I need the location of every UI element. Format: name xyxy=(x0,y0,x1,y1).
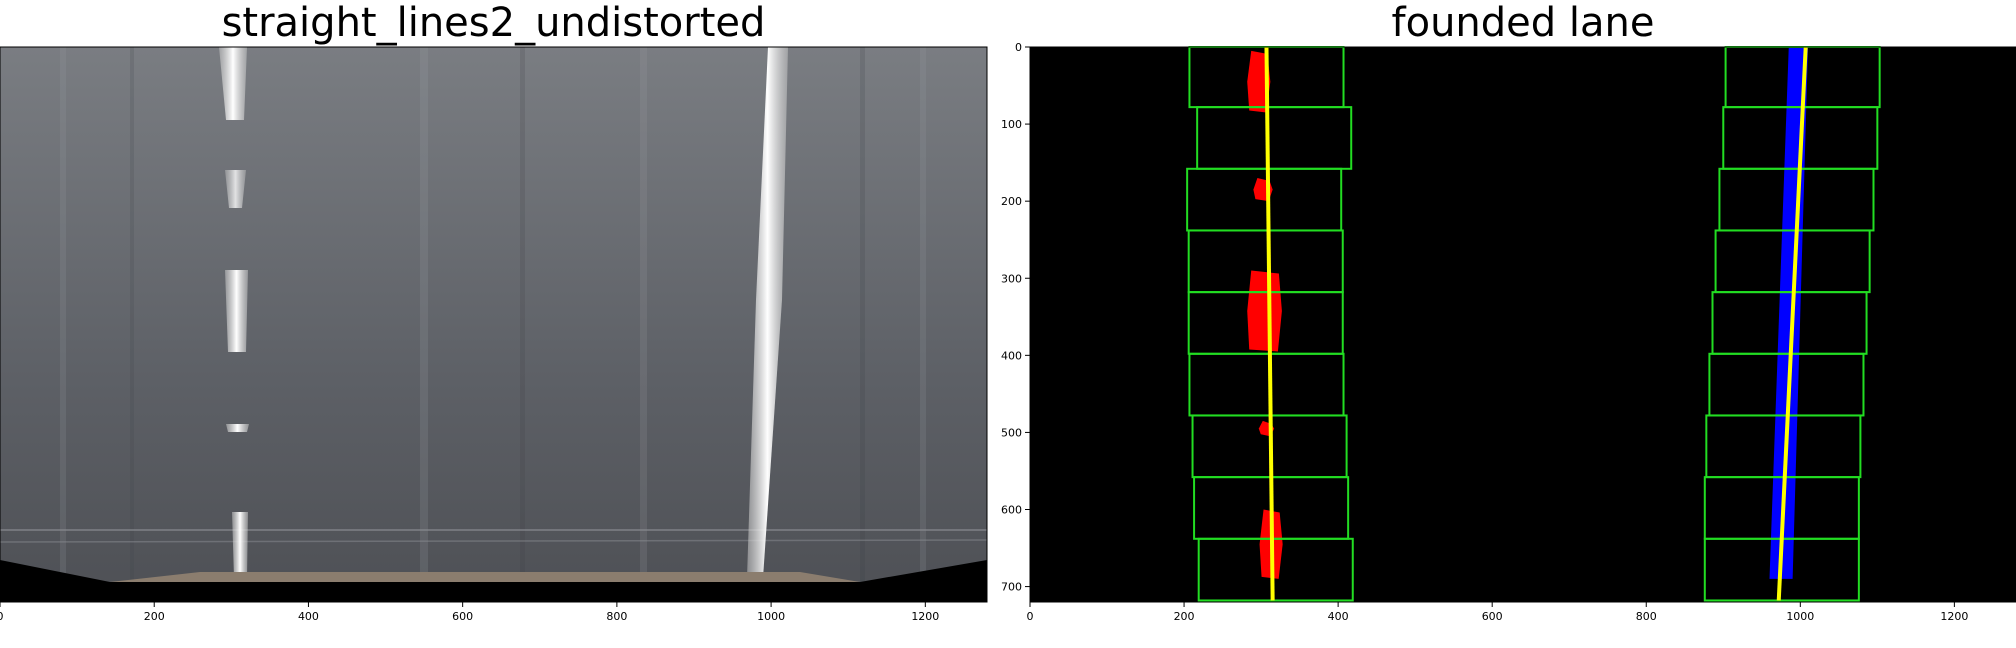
y-tick-label: 700 xyxy=(1001,581,1022,594)
x-tick-label: 400 xyxy=(1328,610,1349,623)
y-tick-label: 100 xyxy=(1001,118,1022,131)
right-solid-lane-marking xyxy=(747,47,788,578)
x-tick-label: 600 xyxy=(452,610,473,623)
polynomial-fits xyxy=(1264,46,1808,601)
x-tick-label: 1200 xyxy=(1940,610,1968,623)
y-tick-label: 200 xyxy=(1001,195,1022,208)
right-panel-title: founded lane xyxy=(1391,0,1655,46)
x-tick-label: 0 xyxy=(0,610,4,623)
right-y-axis: 0 100 200 300 400 500 600 700 xyxy=(1001,41,1030,594)
left-panel-title: straight_lines2_undistorted xyxy=(221,0,766,46)
right-x-axis: 0 200 400 600 800 1000 1200 xyxy=(1027,602,1968,623)
road-surface xyxy=(0,47,987,602)
left-x-axis: 0 200 400 600 800 1000 1200 xyxy=(0,602,939,623)
car-hood-edge xyxy=(110,572,860,582)
left-image-panel: 0 200 400 600 800 1000 1200 xyxy=(0,46,988,623)
road-seam xyxy=(0,539,988,543)
binary-background xyxy=(1030,47,2016,602)
right-plot-frame xyxy=(1029,46,2016,603)
road-texture xyxy=(60,47,926,587)
y-tick-label: 500 xyxy=(1001,426,1022,439)
right-image-panel: 0 200 400 600 800 1000 1200 0 100 200 300 400 500 60… xyxy=(1001,41,2016,623)
x-tick-label: 800 xyxy=(1636,610,1657,623)
left-plot-frame xyxy=(0,46,988,603)
x-tick-label: 200 xyxy=(144,610,165,623)
x-tick-label: 1200 xyxy=(911,610,939,623)
left-window-box xyxy=(1197,537,1354,602)
left-dashed-lane-marking xyxy=(219,47,249,578)
x-tick-label: 600 xyxy=(1482,610,1503,623)
x-tick-label: 200 xyxy=(1174,610,1195,623)
left-lane-pixel-cluster xyxy=(1247,270,1282,352)
right-fit-line xyxy=(1776,46,1808,601)
left-fit-line xyxy=(1264,46,1275,601)
image-border-bottom xyxy=(0,560,987,602)
left-lane-pixel-cluster xyxy=(1247,50,1271,113)
x-tick-label: 1000 xyxy=(757,610,785,623)
x-tick-label: 1000 xyxy=(1786,610,1814,623)
y-tick-label: 400 xyxy=(1001,349,1022,362)
x-tick-label: 400 xyxy=(298,610,319,623)
y-tick-label: 300 xyxy=(1001,272,1022,285)
y-tick-label: 0 xyxy=(1015,41,1022,54)
x-tick-label: 0 xyxy=(1027,610,1034,623)
x-tick-label: 800 xyxy=(606,610,627,623)
y-tick-label: 600 xyxy=(1001,504,1022,517)
